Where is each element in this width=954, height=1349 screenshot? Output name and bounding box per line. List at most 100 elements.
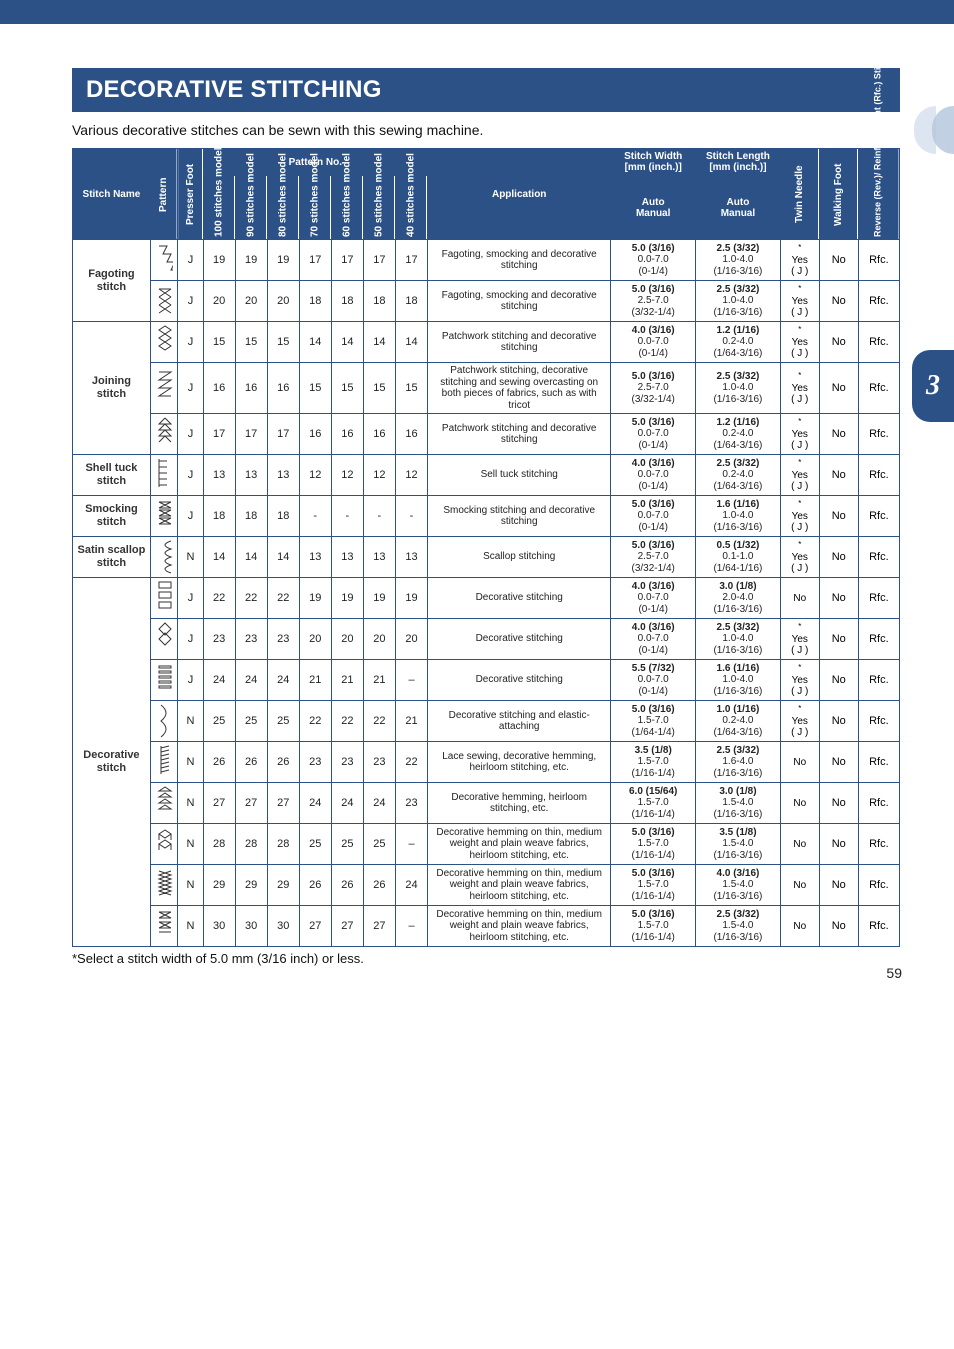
th-sl-sub: AutoManual xyxy=(696,176,781,240)
model-80-cell: 26 xyxy=(267,742,299,783)
model-60-cell: 21 xyxy=(331,660,363,701)
model-100-cell: 28 xyxy=(203,824,235,865)
stitch-pattern-icon xyxy=(150,322,177,363)
model-50-cell: 24 xyxy=(363,783,395,824)
application-cell: Decorative stitching xyxy=(428,578,611,619)
model-60-cell: 23 xyxy=(331,742,363,783)
model-60-cell: 27 xyxy=(331,906,363,947)
stitch-length-cell: 1.0 (1/16)0.2-4.0(1/64-3/16) xyxy=(696,701,781,742)
walking-foot-cell: No xyxy=(819,496,858,537)
model-50-cell: 26 xyxy=(363,865,395,906)
model-70-cell: 21 xyxy=(299,660,331,701)
model-90-cell: 24 xyxy=(235,660,267,701)
table-row: Fagoting stitchJ19191917171717Fagoting, … xyxy=(73,240,900,281)
twin-needle-cell: *Yes( J ) xyxy=(780,240,819,281)
table-row: N282828252525–Decorative hemming on thin… xyxy=(73,824,900,865)
model-40-cell: – xyxy=(395,660,427,701)
th-twin-needle: Twin Needle xyxy=(780,149,819,240)
application-cell: Decorative hemming on thin, medium weigh… xyxy=(428,824,611,865)
table-row: Joining stitchJ15151514141414Patchwork s… xyxy=(73,322,900,363)
model-60-cell: 16 xyxy=(331,414,363,455)
model-60-cell: 22 xyxy=(331,701,363,742)
stitch-pattern-icon xyxy=(150,619,177,660)
reverse-cell: Rfc. xyxy=(858,742,899,783)
reverse-cell: Rfc. xyxy=(858,701,899,742)
presser-foot-cell: N xyxy=(178,865,203,906)
model-40-cell: 17 xyxy=(395,240,427,281)
reverse-cell: Rfc. xyxy=(858,455,899,496)
model-50-cell: 12 xyxy=(363,455,395,496)
stitch-length-cell: 2.5 (3/32)1.5-4.0(1/16-3/16) xyxy=(696,906,781,947)
walking-foot-cell: No xyxy=(819,906,858,947)
stitch-pattern-icon xyxy=(150,742,177,783)
application-cell: Lace sewing, decorative hemming, heirloo… xyxy=(428,742,611,783)
presser-foot-cell: J xyxy=(178,363,203,414)
stitch-length-cell: 1.2 (1/16)0.2-4.0(1/64-3/16) xyxy=(696,414,781,455)
application-cell: Fagoting, smocking and decorative stitch… xyxy=(428,281,611,322)
walking-foot-cell: No xyxy=(819,240,858,281)
model-60-cell: - xyxy=(331,496,363,537)
stitch-width-cell: 5.0 (3/16)0.0-7.0(0-1/4) xyxy=(611,414,696,455)
table-row: N26262623232322Lace sewing, decorative h… xyxy=(73,742,900,783)
stitch-name-cell: Shell tuck stitch xyxy=(73,455,151,496)
model-50-cell: 15 xyxy=(363,363,395,414)
model-80-cell: 28 xyxy=(267,824,299,865)
th-pattern: Pattern xyxy=(150,149,177,240)
stitch-pattern-icon xyxy=(150,363,177,414)
model-80-cell: 25 xyxy=(267,701,299,742)
stitch-width-cell: 5.5 (7/32)0.0-7.0(0-1/4) xyxy=(611,660,696,701)
model-100-cell: 23 xyxy=(203,619,235,660)
th-sw-sub: AutoManual xyxy=(611,176,696,240)
model-70-cell: 16 xyxy=(299,414,331,455)
model-100-cell: 13 xyxy=(203,455,235,496)
reverse-cell: Rfc. xyxy=(858,824,899,865)
model-80-cell: 30 xyxy=(267,906,299,947)
th-m70: 70 stitches model xyxy=(299,176,331,240)
walking-foot-cell: No xyxy=(819,322,858,363)
stitch-width-cell: 4.0 (3/16)0.0-7.0(0-1/4) xyxy=(611,619,696,660)
th-m40: 40 stitches model xyxy=(395,176,427,240)
model-80-cell: 16 xyxy=(267,363,299,414)
model-70-cell: 19 xyxy=(299,578,331,619)
stitch-width-cell: 6.0 (15/64)1.5-7.0(1/16-1/4) xyxy=(611,783,696,824)
model-80-cell: 27 xyxy=(267,783,299,824)
chapter-number: 3 xyxy=(926,370,940,402)
model-90-cell: 16 xyxy=(235,363,267,414)
presser-foot-cell: J xyxy=(178,240,203,281)
model-50-cell: 14 xyxy=(363,322,395,363)
th-m90: 90 stitches model xyxy=(235,176,267,240)
model-60-cell: 18 xyxy=(331,281,363,322)
th-m100: 100 stitches model xyxy=(203,176,235,240)
model-100-cell: 25 xyxy=(203,701,235,742)
twin-needle-cell: No xyxy=(780,742,819,783)
stitch-pattern-icon xyxy=(150,240,177,281)
application-cell: Decorative stitching xyxy=(428,660,611,701)
application-cell: Decorative hemming on thin, medium weigh… xyxy=(428,906,611,947)
model-40-cell: 23 xyxy=(395,783,427,824)
twin-needle-cell: No xyxy=(780,578,819,619)
table-row: J20202018181818Fagoting, smocking and de… xyxy=(73,281,900,322)
model-50-cell: 23 xyxy=(363,742,395,783)
top-brand-bar xyxy=(0,0,954,24)
reverse-cell: Rfc. xyxy=(858,240,899,281)
stitch-length-cell: 3.0 (1/8)1.5-4.0(1/16-3/16) xyxy=(696,783,781,824)
reverse-cell: Rfc. xyxy=(858,322,899,363)
model-100-cell: 24 xyxy=(203,660,235,701)
model-50-cell: 27 xyxy=(363,906,395,947)
model-40-cell: 15 xyxy=(395,363,427,414)
model-100-cell: 29 xyxy=(203,865,235,906)
model-60-cell: 20 xyxy=(331,619,363,660)
walking-foot-cell: No xyxy=(819,578,858,619)
table-row: N25252522222221Decorative stitching and … xyxy=(73,701,900,742)
walking-foot-cell: No xyxy=(819,783,858,824)
stitch-pattern-icon xyxy=(150,281,177,322)
stitch-width-cell: 5.0 (3/16)2.5-7.0(3/32-1/4) xyxy=(611,537,696,578)
walking-foot-cell: No xyxy=(819,414,858,455)
presser-foot-cell: N xyxy=(178,824,203,865)
model-50-cell: 25 xyxy=(363,824,395,865)
stitch-width-cell: 5.0 (3/16)1.5-7.0(1/16-1/4) xyxy=(611,865,696,906)
model-80-cell: 20 xyxy=(267,281,299,322)
model-90-cell: 23 xyxy=(235,619,267,660)
th-application: Application xyxy=(428,149,611,240)
application-cell: Decorative stitching xyxy=(428,619,611,660)
